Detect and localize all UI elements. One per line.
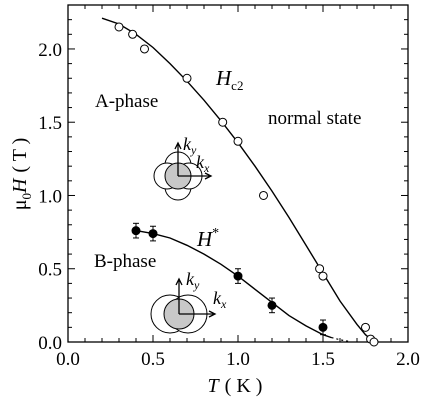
ky-label-a: ky [183,134,197,157]
x-tick-label: 1.5 [311,349,335,370]
kx-label-b: kx [213,288,227,311]
hstar-point [267,300,277,310]
a-phase-gap-inset: ky kx [153,134,213,201]
hc2-point [361,322,370,332]
plot-frame [67,4,409,343]
hc2-point [259,190,268,200]
y-tick-label: 0.0 [38,333,62,354]
hstar-point [131,226,141,236]
hc2-label: Hc2 [215,66,243,93]
y-tick-label: 1.5 [38,113,62,134]
series-curve-1 [101,17,375,343]
hc2-point [369,337,379,347]
y-axis-label: μ0H( T ) [9,138,34,211]
x-tick-label: 1.0 [226,349,250,370]
hc2-point [315,264,325,274]
hc2-point [140,44,149,54]
b-phase-label: B-phase [94,251,156,272]
markers [114,22,379,347]
hc2-point [218,117,228,127]
x-tick-label: 2.0 [396,349,420,370]
y-tick-label: 0.5 [38,260,62,281]
kx-label-a: kx [196,152,210,175]
hstar-label: H* [196,226,219,251]
hstar-point [318,322,328,332]
hc2-point [114,22,124,32]
normal-state-label: normal state [268,108,361,129]
hstar-point [148,229,158,239]
hc2-point [182,73,192,83]
y-tick-label: 2.0 [38,40,62,61]
y-tick-label: 1.0 [38,186,62,207]
b-phase-gap-inset: ky kx [150,269,227,334]
x-tick-labels: 0.0 0.5 1.0 1.5 2.0 [56,349,420,370]
x-axis-label: T( K ) [208,375,263,397]
hc2-point [318,271,328,281]
x-tick-label: 0.5 [141,349,165,370]
hc2-point [233,136,243,146]
ky-label-b: ky [186,269,200,292]
y-tick-labels: 0.0 0.5 1.0 1.5 2.0 [38,40,62,354]
hc2-point [128,29,138,39]
x-tick-label: 0.0 [56,349,80,370]
curves [101,17,375,343]
hstar-point [233,271,243,281]
a-phase-label: A-phase [95,91,158,112]
axis-ticks [67,4,409,343]
